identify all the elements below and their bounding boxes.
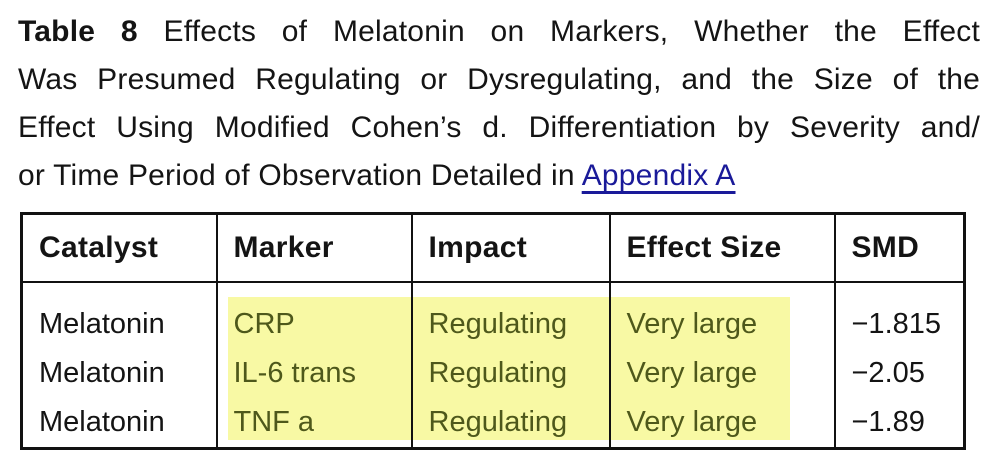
cell-effect-size: Very large	[608, 349, 836, 398]
caption-line-1: Table 8 Effects of Melatonin on Markers,…	[18, 8, 980, 56]
cell-impact: Regulating	[410, 398, 611, 449]
cell-catalyst: Melatonin	[20, 398, 218, 449]
cell-catalyst: Melatonin	[20, 282, 218, 349]
column-header-smd: SMD	[833, 213, 966, 283]
cell-impact: Regulating	[410, 282, 611, 349]
table-container: Catalyst Marker Impact Effect Size SMD M…	[20, 212, 966, 450]
cell-smd: −2.05	[833, 349, 966, 398]
table-caption: Table 8 Effects of Melatonin on Markers,…	[0, 0, 999, 200]
column-header-impact: Impact	[410, 213, 611, 283]
melatonin-markers-table: Catalyst Marker Impact Effect Size SMD M…	[20, 212, 966, 450]
cell-marker: TNF a	[215, 398, 413, 449]
table-row: Melatonin TNF a Regulating Very large −1…	[20, 398, 966, 449]
caption-line-3: Effect Using Modified Cohen’s d. Differe…	[18, 111, 980, 144]
caption-line-4-text: or Time Period of Observation Detailed i…	[18, 159, 575, 192]
table-row: Melatonin CRP Regulating Very large −1.8…	[20, 282, 966, 349]
caption-line-4: or Time Period of Observation Detailed i…	[18, 152, 980, 200]
column-header-marker: Marker	[215, 213, 413, 283]
cell-impact: Regulating	[410, 349, 611, 398]
caption-line-1-text: Effects of Melatonin on Markers, Whether…	[163, 15, 980, 48]
cell-smd: −1.815	[833, 282, 966, 349]
appendix-a-link[interactable]: Appendix A	[581, 159, 736, 192]
cell-marker: CRP	[215, 282, 413, 349]
table-number-label: Table 8	[18, 15, 138, 48]
cell-effect-size: Very large	[608, 398, 836, 449]
table-row: Melatonin IL-6 trans Regulating Very lar…	[20, 349, 966, 398]
cell-effect-size: Very large	[608, 282, 836, 349]
column-header-effect-size: Effect Size	[608, 213, 836, 283]
cell-marker: IL-6 trans	[215, 349, 413, 398]
caption-line-2: Was Presumed Regulating or Dysregulating…	[18, 63, 980, 96]
column-header-catalyst: Catalyst	[20, 213, 218, 283]
cell-catalyst: Melatonin	[20, 349, 218, 398]
header-row: Catalyst Marker Impact Effect Size SMD	[20, 213, 966, 283]
cell-smd: −1.89	[833, 398, 966, 449]
